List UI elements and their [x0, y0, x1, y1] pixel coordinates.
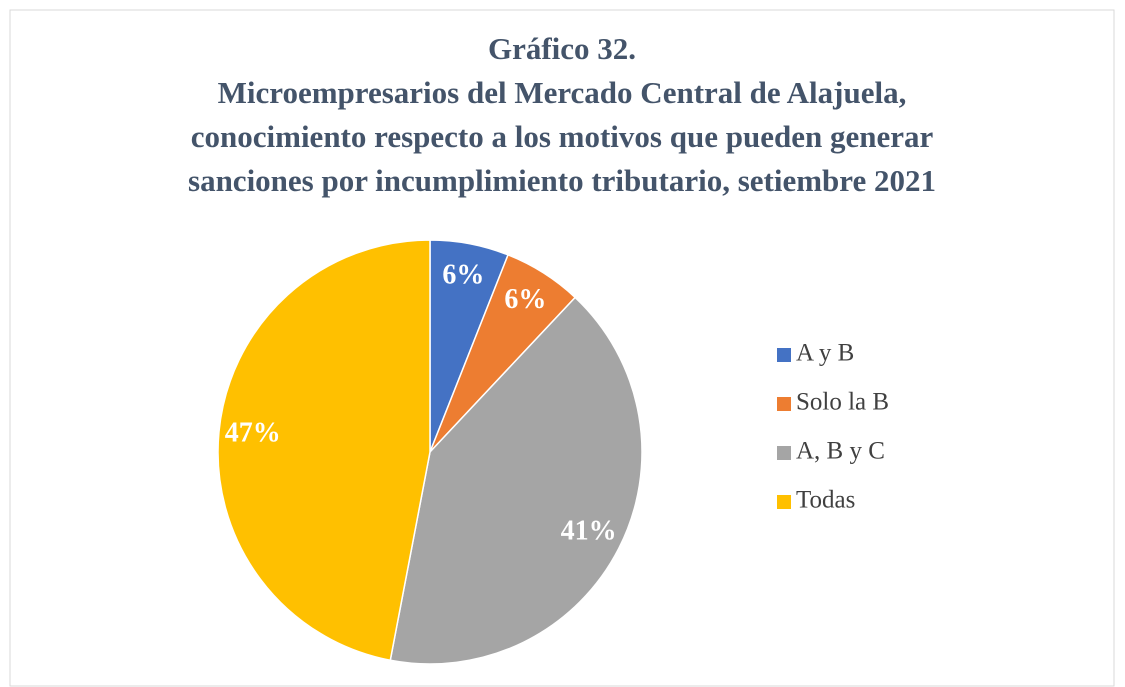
pie-slice: [217, 239, 431, 662]
data-label: 6%: [442, 259, 484, 290]
legend-swatch: [777, 397, 791, 411]
chart-title: Gráfico 32.: [488, 31, 636, 66]
pie-slice: [389, 296, 643, 665]
legend-label: Todas: [796, 487, 855, 514]
legend-label: A y B: [796, 340, 854, 367]
legend-swatch: [777, 348, 791, 362]
legend-swatch: [777, 446, 791, 460]
data-label: 47%: [225, 418, 281, 449]
legend-swatch: [777, 495, 791, 509]
legend-label: Solo la B: [796, 389, 889, 416]
data-label: 6%: [504, 284, 546, 315]
chart-title: sanciones por incumplimiento tributario,…: [188, 163, 936, 198]
chart-title: conocimiento respecto a los motivos que …: [191, 119, 934, 154]
legend-label: A, B y C: [796, 438, 885, 465]
chart-title: Microempresarios del Mercado Central de …: [218, 75, 907, 110]
data-label: 41%: [561, 515, 617, 546]
